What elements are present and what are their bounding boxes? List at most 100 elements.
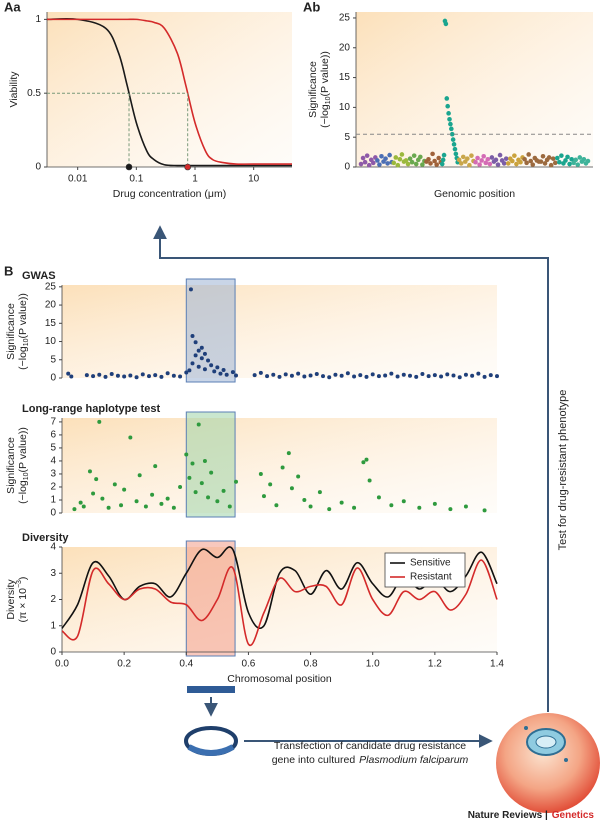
plasmid-insert — [187, 744, 235, 756]
point — [444, 96, 450, 101]
point — [389, 503, 394, 508]
point — [573, 157, 579, 163]
point — [153, 373, 158, 378]
x-tick-label: 0.1 — [129, 174, 143, 185]
x-tick-label: 1 — [192, 174, 198, 185]
plot-background — [62, 418, 497, 513]
y-axis-label: Viability — [8, 71, 20, 108]
point — [199, 481, 204, 486]
point — [420, 162, 425, 167]
point — [403, 158, 409, 163]
legend-box — [384, 552, 466, 588]
organelle — [564, 758, 568, 762]
point — [463, 372, 468, 377]
point — [308, 504, 313, 509]
point — [364, 374, 369, 379]
y-tick-label: 0.5 — [27, 88, 41, 99]
point — [518, 159, 523, 165]
point — [143, 504, 148, 509]
y-axis-label-part: (−log — [319, 104, 331, 128]
candidate-gene — [187, 686, 235, 693]
point — [585, 158, 591, 164]
point — [78, 500, 83, 505]
point — [467, 162, 472, 168]
point — [451, 373, 456, 378]
point — [97, 419, 102, 424]
point — [106, 505, 111, 510]
point — [91, 491, 96, 496]
point — [352, 374, 357, 379]
point — [557, 159, 562, 165]
y-tick-label: 0 — [50, 373, 56, 384]
point — [439, 374, 444, 379]
point — [268, 482, 273, 487]
point — [377, 162, 382, 167]
point — [317, 490, 322, 495]
panel-label: Ab — [303, 0, 320, 14]
y-axis-label-sub: 10 — [325, 96, 332, 104]
point — [209, 363, 214, 368]
point — [188, 287, 193, 292]
point — [367, 478, 372, 483]
point — [546, 155, 552, 160]
point — [258, 471, 263, 476]
point — [538, 159, 544, 164]
point — [391, 160, 397, 166]
y-axis-label: (−log10(P value)) — [17, 293, 30, 370]
marker-point — [125, 163, 133, 171]
point — [375, 158, 380, 163]
point — [413, 161, 419, 167]
point — [215, 365, 220, 370]
point — [265, 374, 270, 379]
point — [385, 161, 390, 166]
point — [555, 155, 560, 161]
point — [476, 371, 481, 376]
point — [481, 153, 487, 159]
x-tick-label: 1.0 — [366, 659, 380, 670]
line — [46, 17, 292, 167]
point — [364, 457, 369, 462]
point — [109, 371, 114, 376]
point — [528, 158, 534, 164]
y-axis-label-sup: −3 — [16, 580, 23, 588]
point — [274, 503, 279, 508]
line — [47, 18, 292, 165]
point — [258, 370, 263, 375]
point — [178, 374, 183, 379]
point — [446, 111, 451, 116]
y-tick-label: 2 — [50, 482, 56, 493]
point — [379, 153, 384, 159]
test-label: Test for drug-resistant phenotype — [557, 390, 569, 551]
footer: Nature Reviews | Genetics — [468, 810, 595, 821]
point — [283, 372, 288, 377]
point — [503, 156, 509, 161]
point — [445, 372, 450, 377]
species-label: Plasmodium falciparum — [359, 754, 468, 766]
y-axis-label-part: ) — [17, 577, 29, 581]
point — [477, 162, 482, 167]
point — [199, 356, 204, 361]
point — [399, 152, 405, 157]
point — [501, 161, 507, 166]
point — [376, 374, 381, 379]
point — [575, 162, 581, 167]
point — [159, 501, 164, 506]
point — [277, 374, 282, 379]
plot-background — [62, 285, 497, 378]
point — [550, 156, 556, 161]
point — [171, 373, 176, 378]
y-axis-label-part: (π × 10 — [17, 588, 29, 623]
y-tick-label: 20 — [339, 42, 351, 53]
point — [448, 121, 453, 127]
point — [366, 162, 372, 168]
x-axis-label: Drug concentration (μm) — [113, 188, 226, 200]
y-axis-label: Significance — [5, 437, 17, 494]
line — [61, 559, 498, 647]
y-tick-label: 0 — [344, 162, 350, 173]
point — [510, 158, 515, 164]
point — [165, 371, 170, 376]
point — [119, 503, 124, 508]
point — [401, 372, 406, 377]
point — [234, 479, 238, 484]
panel-label: Aa — [4, 0, 21, 14]
